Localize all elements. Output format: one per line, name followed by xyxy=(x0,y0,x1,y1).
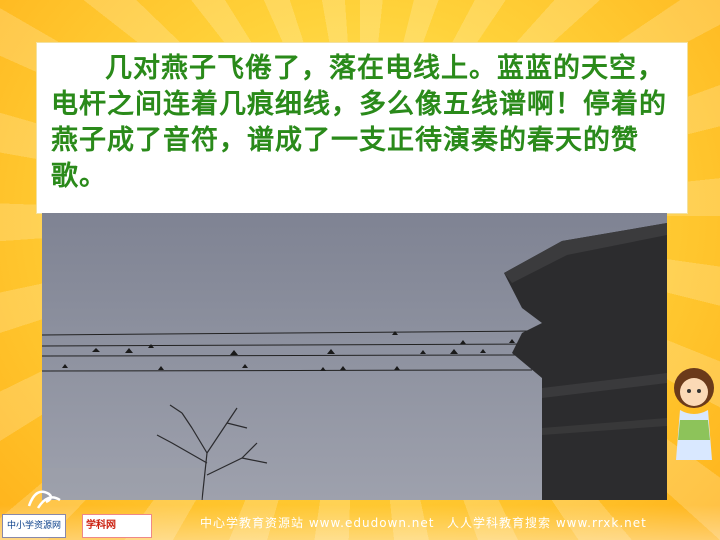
photo-scene xyxy=(42,223,667,500)
swallow-icon xyxy=(92,348,100,352)
logo-xuekewang[interactable]: 学科网 xyxy=(82,514,152,538)
passage-text: 几对燕子飞倦了，落在电线上。蓝蓝的天空，电杆之间连着几痕细线，多么像五线谱啊！停… xyxy=(51,53,667,192)
swallow-icon xyxy=(392,331,398,335)
watermark-right: 人人学科教育搜索 www.rrxk.net xyxy=(447,516,647,530)
swallow-icon xyxy=(509,339,515,343)
wire-2 xyxy=(42,343,533,347)
watermark-left: 中心学教育资源站 www.edudown.net xyxy=(200,516,435,530)
swallow-icon xyxy=(460,340,466,344)
swallow-icon xyxy=(242,364,248,368)
logo-resource-site[interactable]: 中小学资源网 xyxy=(2,514,67,538)
swallow-icon xyxy=(158,366,164,370)
swallow-icon xyxy=(62,364,68,368)
swallow-icon xyxy=(125,348,133,353)
swallow-icon xyxy=(480,349,486,353)
swallow-icon xyxy=(320,367,326,371)
tree-icon xyxy=(156,404,268,500)
swallow-icon xyxy=(327,349,335,354)
swallow-icon xyxy=(450,349,458,354)
swirl-logo xyxy=(27,490,61,509)
building xyxy=(504,223,667,500)
swallow-icon xyxy=(230,350,238,355)
girl-illustration xyxy=(674,368,714,460)
swallow-icon xyxy=(340,366,346,370)
text-box: 几对燕子飞倦了，落在电线上。蓝蓝的天空，电杆之间连着几痕细线，多么像五线谱啊！停… xyxy=(36,42,688,214)
swallow-icon xyxy=(394,366,400,370)
swallow-icon xyxy=(148,344,154,348)
swallows-photo xyxy=(42,213,667,500)
swallows xyxy=(62,331,515,371)
wire-3 xyxy=(42,354,533,357)
wire-1 xyxy=(42,330,533,336)
wire-4 xyxy=(42,369,533,372)
swallow-icon xyxy=(420,350,426,354)
